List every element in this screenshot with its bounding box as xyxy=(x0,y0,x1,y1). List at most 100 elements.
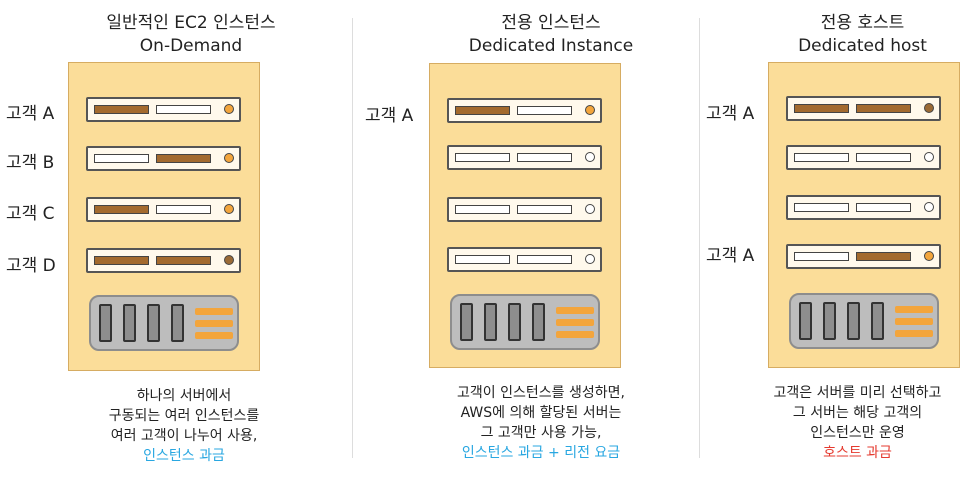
drive-slot-empty xyxy=(156,205,211,214)
drive-bar-icon xyxy=(123,304,136,342)
vent-icon xyxy=(895,330,933,337)
caption-line: 구동되는 여러 인스턴스를 xyxy=(108,408,260,424)
drive-slot-empty xyxy=(156,105,211,114)
server-unit xyxy=(86,248,241,273)
drive-bay xyxy=(89,295,239,351)
server-unit xyxy=(786,145,941,170)
pricing-highlight: 인스턴스 과금 xyxy=(143,448,225,464)
drive-bar-icon xyxy=(823,302,836,340)
column-title-english: Dedicated Instance xyxy=(468,36,634,56)
status-led-icon xyxy=(224,153,234,163)
customer-label: 고객 A xyxy=(365,106,414,126)
status-led-icon xyxy=(924,103,934,113)
drive-slot-used xyxy=(794,104,849,113)
server-unit xyxy=(447,197,602,222)
vent-icon xyxy=(195,332,233,339)
drive-slot-empty xyxy=(94,154,149,163)
drive-bar-icon xyxy=(799,302,812,340)
caption-line: 고객은 서버를 미리 선택하고 xyxy=(773,385,942,401)
server-unit xyxy=(86,197,241,222)
server-unit xyxy=(447,98,602,123)
vent-icon xyxy=(556,319,594,326)
drive-slot-empty xyxy=(856,203,911,212)
column-title-korean: 전용 인스턴스 xyxy=(501,13,601,33)
drive-bar-icon xyxy=(171,304,184,342)
drive-slot-used xyxy=(856,252,911,261)
vent-icon xyxy=(195,308,233,315)
drive-bar-icon xyxy=(508,303,521,341)
caption-line: 그 서버는 해당 고객의 xyxy=(792,405,923,421)
caption-line: 그 고객만 사용 가능, xyxy=(480,425,602,441)
drive-bar-icon xyxy=(99,304,112,342)
server-unit xyxy=(786,96,941,121)
drive-slot-empty xyxy=(794,203,849,212)
drive-bay xyxy=(450,294,600,350)
caption-line: AWS에 의해 할당된 서버는 xyxy=(460,405,622,421)
drive-bar-icon xyxy=(847,302,860,340)
drive-slot-used xyxy=(94,256,149,265)
drive-slot-empty xyxy=(517,205,572,214)
status-led-icon xyxy=(224,104,234,114)
caption-line: 하나의 서버에서 xyxy=(136,388,232,404)
status-led-icon xyxy=(585,254,595,264)
customer-label: 고객 C xyxy=(6,204,55,224)
column-title-korean: 전용 호스트 xyxy=(820,13,905,33)
column-on-demand: 일반적인 EC2 인스턴스 On-Demand xyxy=(0,0,352,479)
customer-label: 고객 A xyxy=(706,246,755,266)
server-unit xyxy=(786,195,941,220)
vent-icon xyxy=(895,306,933,313)
drive-bar-icon xyxy=(147,304,160,342)
vent-icon xyxy=(556,331,594,338)
column-title-english: On-Demand xyxy=(139,36,243,56)
status-led-icon xyxy=(224,204,234,214)
column-dedicated-instance: 전용 인스턴스 Dedicated Instance xyxy=(353,0,699,479)
drive-bar-icon xyxy=(871,302,884,340)
drive-slot-empty xyxy=(517,153,572,162)
caption-line: 고객이 인스턴스를 생성하면, xyxy=(457,385,625,401)
drive-bay xyxy=(789,293,939,349)
caption-line: 인스턴스만 운영 xyxy=(810,425,905,441)
server-unit xyxy=(86,97,241,122)
drive-bar-icon xyxy=(460,303,473,341)
drive-slot-empty xyxy=(455,255,510,264)
server-unit xyxy=(447,247,602,272)
caption-line: 여러 고객이 나누어 사용, xyxy=(110,428,258,444)
status-led-icon xyxy=(585,204,595,214)
drive-slot-empty xyxy=(455,205,510,214)
status-led-icon xyxy=(924,202,934,212)
status-led-icon xyxy=(924,251,934,261)
drive-slot-empty xyxy=(455,153,510,162)
column-title-korean: 일반적인 EC2 인스턴스 xyxy=(106,13,276,33)
drive-slot-empty xyxy=(856,153,911,162)
column-divider-1 xyxy=(352,18,353,458)
drive-slot-empty xyxy=(794,252,849,261)
server-rack xyxy=(768,62,960,368)
vent-icon xyxy=(195,320,233,327)
status-led-icon xyxy=(924,152,934,162)
server-unit xyxy=(86,146,241,171)
column-divider-2 xyxy=(699,18,700,458)
customer-label: 고객 A xyxy=(6,104,55,124)
status-led-icon xyxy=(224,255,234,265)
column-title-english: Dedicated host xyxy=(798,36,927,56)
pricing-highlight: 인스턴스 과금 + 리전 요금 xyxy=(461,445,621,461)
drive-slot-empty xyxy=(794,153,849,162)
drive-slot-empty xyxy=(517,255,572,264)
customer-label: 고객 B xyxy=(6,153,55,173)
vent-icon xyxy=(556,307,594,314)
drive-slot-used xyxy=(94,105,149,114)
status-led-icon xyxy=(585,152,595,162)
drive-slot-used xyxy=(856,104,911,113)
server-rack xyxy=(429,63,621,368)
drive-slot-used xyxy=(455,106,510,115)
drive-slot-used xyxy=(156,256,211,265)
drive-bar-icon xyxy=(484,303,497,341)
pricing-highlight: 호스트 과금 xyxy=(823,445,892,461)
column-dedicated-host: 전용 호스트 Dedicated host xyxy=(700,0,975,479)
drive-slot-used xyxy=(156,154,211,163)
server-rack xyxy=(68,62,260,371)
drive-slot-empty xyxy=(517,106,572,115)
customer-label: 고객 A xyxy=(706,104,755,124)
drive-bar-icon xyxy=(532,303,545,341)
vent-icon xyxy=(895,318,933,325)
